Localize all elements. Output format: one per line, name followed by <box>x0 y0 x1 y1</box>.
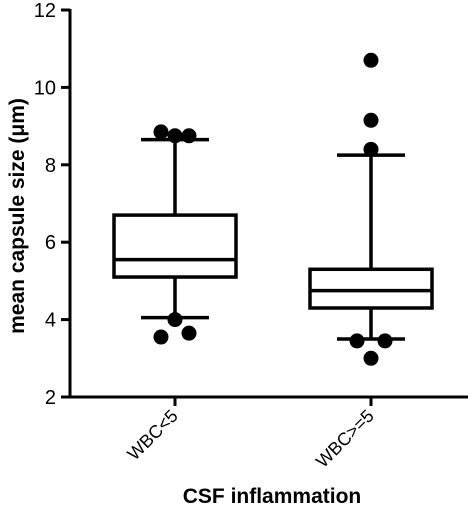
y-tick-label: 10 <box>34 77 56 99</box>
box-group <box>308 52 434 366</box>
y-tick-label: 6 <box>45 232 56 254</box>
y-tick-label: 2 <box>45 387 56 409</box>
outlier-point <box>153 124 169 140</box>
outlier-point <box>181 325 197 341</box>
outlier-point <box>349 333 365 349</box>
x-tick-label: WBC<5 <box>123 406 181 464</box>
x-tick-label: WBC>=5 <box>312 406 378 472</box>
outlier-point <box>363 112 379 128</box>
y-tick-label: 4 <box>45 310 56 332</box>
iqr-box <box>308 267 434 310</box>
outlier-point <box>363 350 379 366</box>
x-axis: WBC<5 WBC>=5 <box>68 395 468 472</box>
y-axis: 2 4 6 8 10 12 <box>34 0 72 409</box>
iqr-box <box>112 213 238 279</box>
box-group <box>112 124 238 345</box>
outlier-point <box>167 312 183 328</box>
y-tick-label: 12 <box>34 0 56 22</box>
outlier-point <box>377 333 393 349</box>
outlier-point <box>363 52 379 68</box>
outlier-point <box>181 128 197 144</box>
y-tick-label: 8 <box>45 155 56 177</box>
outlier-point <box>153 329 169 345</box>
plot-area <box>112 52 434 366</box>
outlier-point <box>167 128 183 144</box>
x-axis-title: CSF inflammation <box>183 485 362 508</box>
outlier-point <box>363 141 379 157</box>
y-axis-title: mean capsule size (μm) <box>6 98 29 334</box>
